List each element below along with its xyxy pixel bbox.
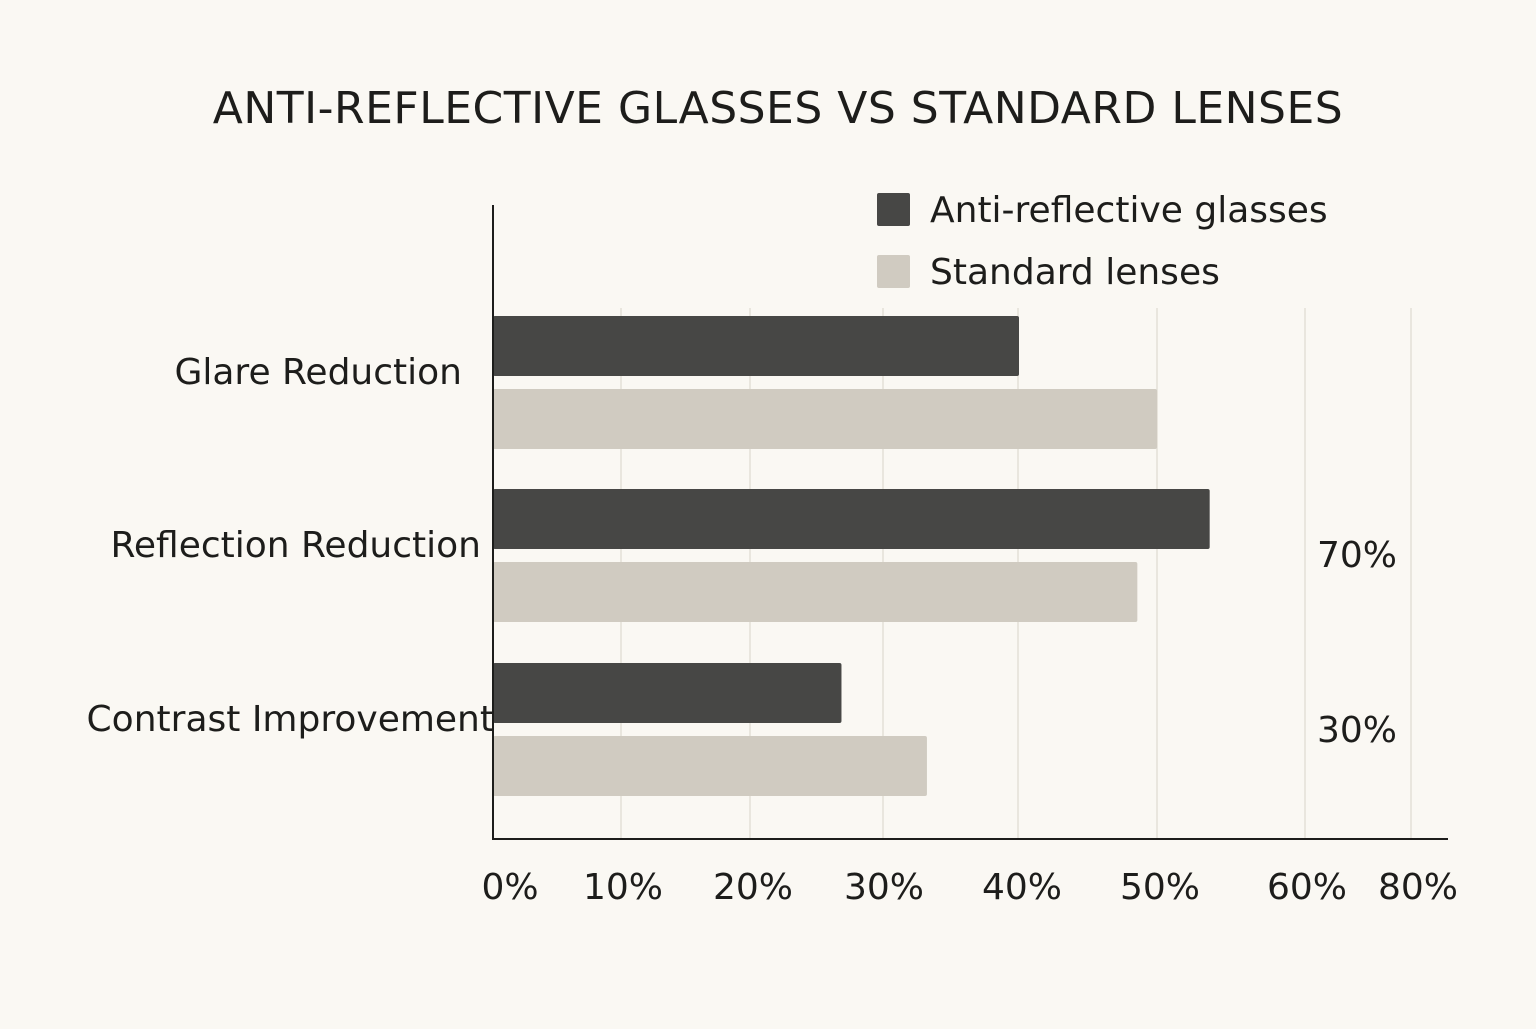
legend-label: Anti-reflective glasses: [930, 190, 1328, 231]
bar-anti-reflective-2: [493, 663, 842, 723]
annotations: 70% 30%: [1317, 535, 1397, 751]
x-tick-label: 20%: [713, 867, 793, 908]
bar-standard-1: [493, 562, 1138, 622]
category-label: Contrast Improvement: [87, 699, 494, 740]
x-tick-label: 10%: [583, 867, 663, 908]
legend-item: Anti-reflective glasses: [877, 190, 1328, 231]
category-label: Reflection Reduction: [110, 525, 481, 566]
x-tick-label: 50%: [1120, 867, 1200, 908]
x-tick-label: 0%: [481, 867, 538, 908]
category-label: Glare Reduction: [174, 352, 462, 393]
annotation-label: 30%: [1317, 710, 1397, 751]
legend-item: Standard lenses: [877, 252, 1220, 293]
annotation-label: 70%: [1317, 535, 1397, 576]
legend-swatch: [877, 255, 910, 288]
bar-standard-2: [493, 736, 927, 796]
bar-anti-reflective-1: [493, 489, 1210, 549]
bar-standard-0: [493, 389, 1158, 449]
legend-swatch: [877, 193, 910, 226]
legend-label: Standard lenses: [930, 252, 1220, 293]
x-tick-label: 60%: [1267, 867, 1347, 908]
category-labels: Glare Reduction Reflection Reduction Contr…: [87, 352, 494, 740]
x-tick-labels: 0% 10% 20% 30% 40% 50% 60% 80%: [481, 867, 1458, 908]
bar-anti-reflective-0: [493, 316, 1019, 376]
chart-title: ANTI-REFLECTIVE GLASSES VS STANDARD LENS…: [213, 83, 1343, 134]
legend: Anti-reflective glasses Standard lenses: [877, 190, 1328, 293]
bars: [493, 316, 1210, 796]
x-tick-label: 30%: [844, 867, 924, 908]
x-tick-label: 80%: [1378, 867, 1458, 908]
x-tick-label: 40%: [982, 867, 1062, 908]
